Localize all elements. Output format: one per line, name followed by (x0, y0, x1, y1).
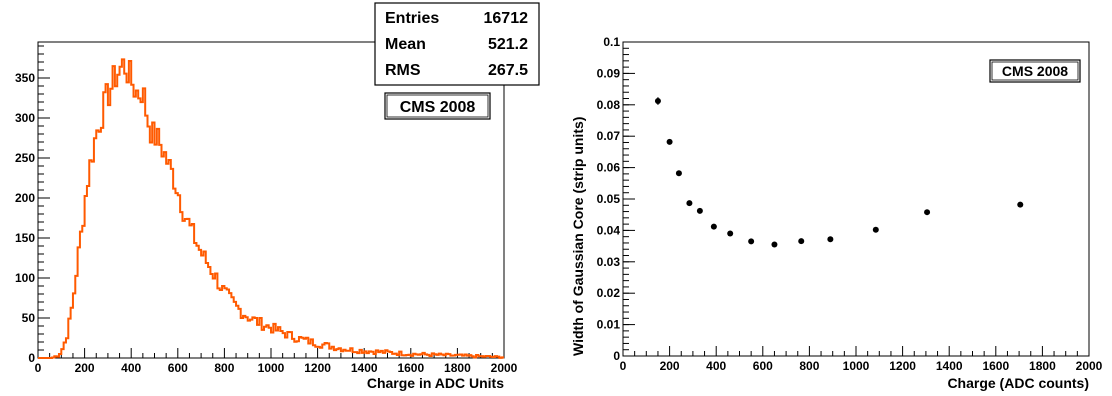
y-tick-label: 0.07 (597, 129, 621, 143)
scatter-cms-label-text: CMS 2008 (1002, 63, 1068, 79)
stats-mean-value: 521.2 (488, 36, 528, 53)
stats-rms-value: 267.5 (488, 62, 528, 79)
x-tick-label: 800 (799, 359, 819, 373)
y-tick-label: 200 (15, 191, 35, 205)
data-point (686, 200, 693, 207)
data-point (798, 238, 805, 245)
scatter-cms-label-inner-frame (991, 61, 1079, 81)
x-tick-label: 1400 (936, 359, 963, 373)
y-tick-label: 0.06 (597, 161, 621, 175)
scatter-points (654, 97, 1024, 248)
scatter-x-ticks: 0 200 400 600 800 1000 1200 1400 1600 1800 2000 (620, 346, 1103, 373)
data-point (675, 170, 682, 177)
scatter-cms-label: CMS 2008 (989, 59, 1081, 83)
data-point (771, 241, 778, 248)
x-tick-label: 1800 (1029, 359, 1056, 373)
histogram-x-ticks: 0 200 400 600 800 1000 1200 1400 1600 1800 2000 (35, 348, 518, 375)
y-tick-label: 0.08 (597, 98, 621, 112)
data-point (666, 138, 673, 145)
y-tick-label: 0.02 (597, 286, 621, 300)
data-point (654, 98, 661, 105)
histogram-x-axis-title: Charge in ADC Units (367, 375, 504, 391)
x-tick-label: 2000 (1076, 359, 1103, 373)
stats-box-frame (374, 2, 540, 86)
scatter-cms-label-frame (989, 59, 1081, 83)
y-tick-label: 300 (15, 111, 35, 125)
histogram-cms-label-frame (384, 92, 491, 120)
x-tick-label: 1600 (982, 359, 1009, 373)
histogram-y-ticks: 0 50 100 150 200 250 300 350 (15, 45, 50, 365)
x-tick-label: 200 (75, 361, 95, 375)
histogram-cms-label: CMS 2008 (384, 92, 491, 120)
y-tick-label: 0.1 (603, 35, 620, 49)
y-tick-label: 50 (22, 311, 36, 325)
x-tick-label: 0 (620, 359, 627, 373)
x-tick-label: 1000 (258, 361, 285, 375)
data-point (710, 223, 717, 230)
scatter-panel: 0 200 400 600 800 1000 1200 1400 1600 1800 2000 00… (570, 35, 1103, 391)
x-tick-label: 0 (35, 361, 42, 375)
x-tick-label: 2000 (491, 361, 518, 375)
y-tick-label: 0.03 (597, 255, 621, 269)
histogram-line (38, 58, 504, 359)
y-tick-label: 250 (15, 151, 35, 165)
y-tick-label: 0.05 (597, 192, 621, 206)
stats-box: Entries 16712 Mean 521.2 RMS 267.5 (374, 2, 540, 86)
stats-mean-label: Mean (385, 36, 426, 53)
data-point (696, 207, 703, 214)
scatter-y-axis-title: Width of Gaussian Core (strip units) (570, 117, 586, 356)
x-tick-label: 400 (706, 359, 726, 373)
x-tick-label: 1200 (889, 359, 916, 373)
y-tick-label: 0.01 (597, 318, 621, 332)
x-tick-label: 600 (753, 359, 773, 373)
scatter-x-axis-title: Charge (ADC counts) (947, 375, 1089, 391)
data-point (872, 226, 879, 233)
y-tick-label: 0 (28, 351, 35, 365)
y-tick-label: 0.09 (597, 66, 621, 80)
stats-entries-value: 16712 (484, 10, 529, 27)
data-point (727, 230, 734, 237)
y-tick-label: 150 (15, 231, 35, 245)
histogram-cms-label-text: CMS 2008 (400, 99, 476, 116)
x-tick-label: 1800 (444, 361, 471, 375)
histogram-cms-label-inner-frame (386, 94, 489, 118)
x-tick-label: 400 (121, 361, 141, 375)
stats-rms-label: RMS (385, 62, 421, 79)
x-tick-label: 1000 (843, 359, 870, 373)
scatter-y-ticks: 0 0.01 0.02 0.03 0.04 0.05 0.06 0.07 0.08 0.09 0.1 (597, 35, 635, 363)
data-point (1017, 201, 1024, 208)
x-tick-label: 800 (214, 361, 234, 375)
x-tick-label: 1200 (304, 361, 331, 375)
y-tick-label: 350 (15, 71, 35, 85)
y-tick-label: 100 (15, 271, 35, 285)
x-tick-label: 200 (660, 359, 680, 373)
histogram-panel: 0 200 400 600 800 1000 1200 1400 1600 1800 2000 0 5… (15, 2, 540, 391)
data-point (827, 236, 834, 243)
x-tick-label: 600 (168, 361, 188, 375)
x-tick-label: 1400 (351, 361, 378, 375)
scatter-frame (622, 41, 1090, 357)
x-tick-label: 1600 (397, 361, 424, 375)
stats-entries-label: Entries (385, 10, 439, 27)
data-point (924, 209, 931, 216)
data-point (748, 238, 755, 245)
y-tick-label: 0 (613, 349, 620, 363)
y-tick-label: 0.04 (597, 223, 621, 237)
